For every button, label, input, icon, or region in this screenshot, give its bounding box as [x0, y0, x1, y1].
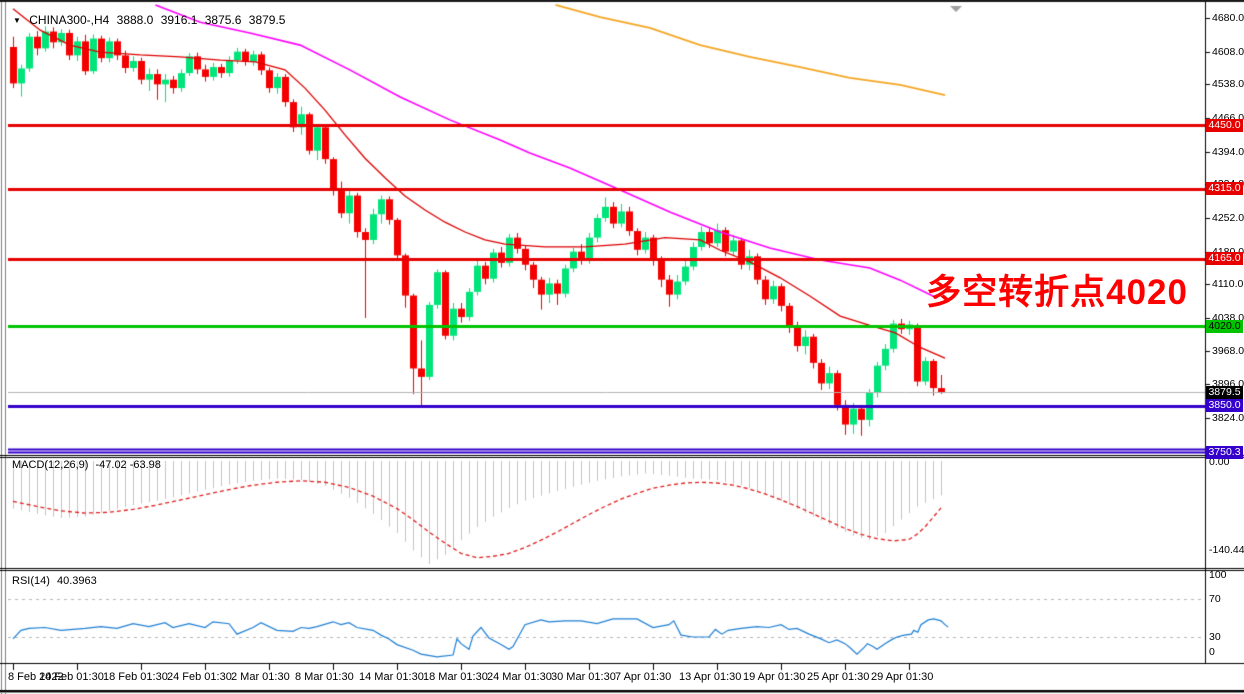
price-tick-label: 4110.0 [1212, 278, 1244, 291]
indicator-axis-label: 0 [1209, 646, 1215, 658]
macd-values: -47.02 -63.98 [95, 459, 161, 471]
indicator-axis-label: -140.44 [1209, 544, 1244, 556]
time-axis-label: 2 Mar 01:30 [231, 671, 290, 683]
time-axis-label: 25 Apr 01:30 [807, 671, 870, 683]
time-axis-label: 8 Feb 2022 [8, 671, 64, 683]
time-axis-label: 24 Mar 01:30 [487, 671, 552, 683]
price-badge: 3850.0 [1206, 399, 1243, 413]
annotation-text[interactable]: 多空转折点4020 [926, 273, 1188, 312]
macd-name: MACD(12,26,9) [12, 459, 89, 471]
price-tick-label: 3824.0 [1212, 412, 1244, 424]
price-badge: 4165.0 [1206, 252, 1243, 266]
time-axis-label: 18 Mar 01:30 [423, 671, 488, 683]
symbol-title: CHINA300-,H4 [29, 13, 110, 27]
price-tick-label: 4680.0 [1212, 12, 1244, 24]
indicator-axis-label: 0.00 [1209, 456, 1230, 468]
time-axis-label: 7 Apr 01:30 [615, 671, 672, 683]
price-tick-label: 4608.0 [1212, 45, 1244, 58]
time-axis-label: 13 Apr 01:30 [679, 671, 742, 683]
price-tick-label: 4394.0 [1212, 145, 1244, 158]
ohlc-high: 3916.1 [160, 13, 198, 27]
price-tick-label: 4252.0 [1212, 212, 1244, 224]
price-tick-label: 3968.0 [1212, 344, 1244, 357]
time-axis-label: 24 Feb 01:30 [167, 671, 232, 683]
price-badge: 3750.3 [1206, 445, 1243, 459]
ohlc-low: 3875.6 [204, 13, 242, 27]
time-axis-label: 30 Mar 01:30 [551, 671, 616, 683]
symbol-info-bar: ▼ CHINA300-,H4 3888.0 3916.1 3875.6 3879… [13, 13, 289, 27]
rsi-value: 40.3963 [56, 575, 97, 587]
collapse-arrow-icon[interactable]: ▼ [13, 16, 21, 25]
time-axis-label: 29 Apr 01:30 [871, 671, 934, 683]
price-badge: 4315.0 [1206, 182, 1243, 196]
time-axis-label: 18 Feb 01:30 [103, 671, 168, 683]
indicator-axis-label: 30 [1209, 631, 1221, 643]
time-axis-label: 14 Feb 01:30 [39, 671, 104, 683]
price-badge: 3879.5 [1206, 385, 1243, 399]
time-axis-label: 19 Apr 01:30 [743, 671, 806, 683]
rsi-name: RSI(14) [12, 575, 50, 587]
time-axis-label: 8 Mar 01:30 [295, 671, 354, 683]
price-tick-label: 4538.0 [1212, 78, 1244, 91]
ohlc-open: 3888.0 [116, 13, 154, 27]
indicator-axis-label: 100 [1209, 569, 1227, 581]
rsi-label: RSI(14) 40.3963 [12, 575, 101, 587]
indicator-axis-label: 70 [1209, 593, 1221, 605]
time-axis-label: 14 Mar 01:30 [359, 671, 424, 683]
macd-label: MACD(12,26,9) -47.02 -63.98 [12, 459, 165, 471]
price-badge: 4450.0 [1206, 118, 1243, 132]
price-badge: 4020.0 [1206, 319, 1243, 333]
ohlc-close: 3879.5 [248, 13, 286, 27]
